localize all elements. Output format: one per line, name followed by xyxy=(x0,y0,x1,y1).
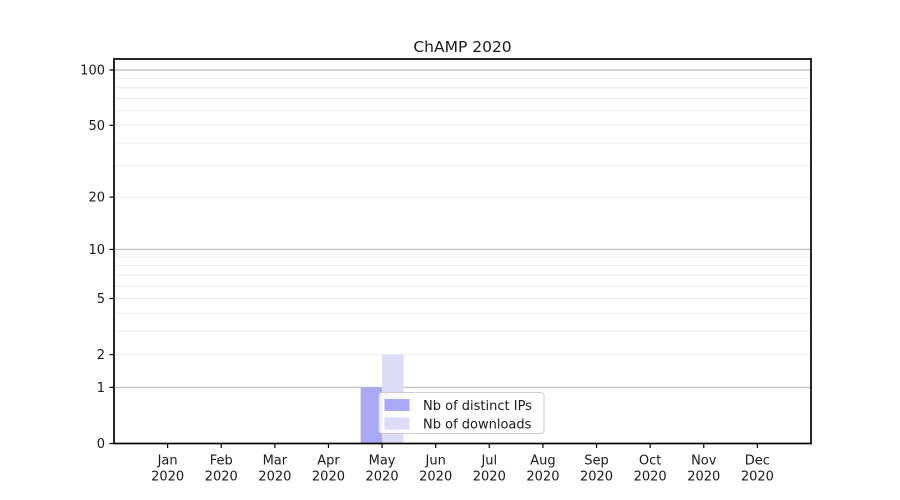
x-tick-label-year: 2020 xyxy=(419,470,452,485)
x-tick-label-year: 2020 xyxy=(258,470,291,485)
y-tick-label: 50 xyxy=(88,119,105,134)
y-tick-label: 0 xyxy=(97,437,105,452)
x-tick-label-year: 2020 xyxy=(151,470,184,485)
chart-title: ChAMP 2020 xyxy=(413,38,511,56)
plot-frame xyxy=(113,58,812,445)
legend-swatch xyxy=(384,417,410,430)
x-tick-label-month: May xyxy=(369,454,396,469)
y-axis-ticks: 0 1 2 5 10 20 50 100 xyxy=(80,63,114,452)
legend: Nb of distinct IPs Nb of downloads xyxy=(378,392,545,434)
x-tick-label-month: Jan xyxy=(157,454,178,469)
legend-swatch xyxy=(384,399,410,411)
x-tick-label-month: Aug xyxy=(530,454,555,469)
x-tick-label-month: Apr xyxy=(317,454,340,469)
x-tick-label-month: Nov xyxy=(691,454,717,469)
x-tick-label-year: 2020 xyxy=(526,470,559,485)
x-tick-label-year: 2020 xyxy=(687,470,720,485)
x-axis-ticks: Jan2020Feb2020Mar2020Apr2020May2020Jun20… xyxy=(151,443,774,485)
major-gridlines xyxy=(114,69,811,389)
x-tick-label-year: 2020 xyxy=(473,470,506,485)
legend-label: Nb of distinct IPs xyxy=(423,399,532,414)
axes-frame xyxy=(113,58,812,445)
legend-label: Nb of downloads xyxy=(423,418,532,433)
x-tick-label-month: Oct xyxy=(639,454,661,469)
y-tick-label: 1 xyxy=(97,381,105,396)
minor-gridlines xyxy=(114,77,811,356)
bar-nb-of-distinct-ips xyxy=(360,387,383,444)
y-tick-label: 2 xyxy=(97,348,105,363)
x-tick-label-year: 2020 xyxy=(580,470,613,485)
x-tick-label-year: 2020 xyxy=(366,470,399,485)
x-tick-label-year: 2020 xyxy=(312,470,345,485)
x-tick-label-year: 2020 xyxy=(205,470,238,485)
x-tick-label-year: 2020 xyxy=(741,470,774,485)
y-tick-label: 10 xyxy=(88,243,105,258)
y-tick-label: 20 xyxy=(88,191,105,206)
y-tick-label: 5 xyxy=(97,292,105,307)
x-tick-label-month: Jun xyxy=(425,454,446,469)
x-tick-label-month: Sep xyxy=(584,454,609,469)
y-tick-label: 100 xyxy=(80,63,105,78)
x-tick-label-month: Dec xyxy=(745,454,770,469)
x-tick-label-month: Mar xyxy=(263,454,288,469)
legend-box xyxy=(378,392,545,434)
x-tick-label-month: Feb xyxy=(210,454,233,469)
x-tick-label-month: Jul xyxy=(480,454,497,469)
x-tick-label-year: 2020 xyxy=(634,470,667,485)
